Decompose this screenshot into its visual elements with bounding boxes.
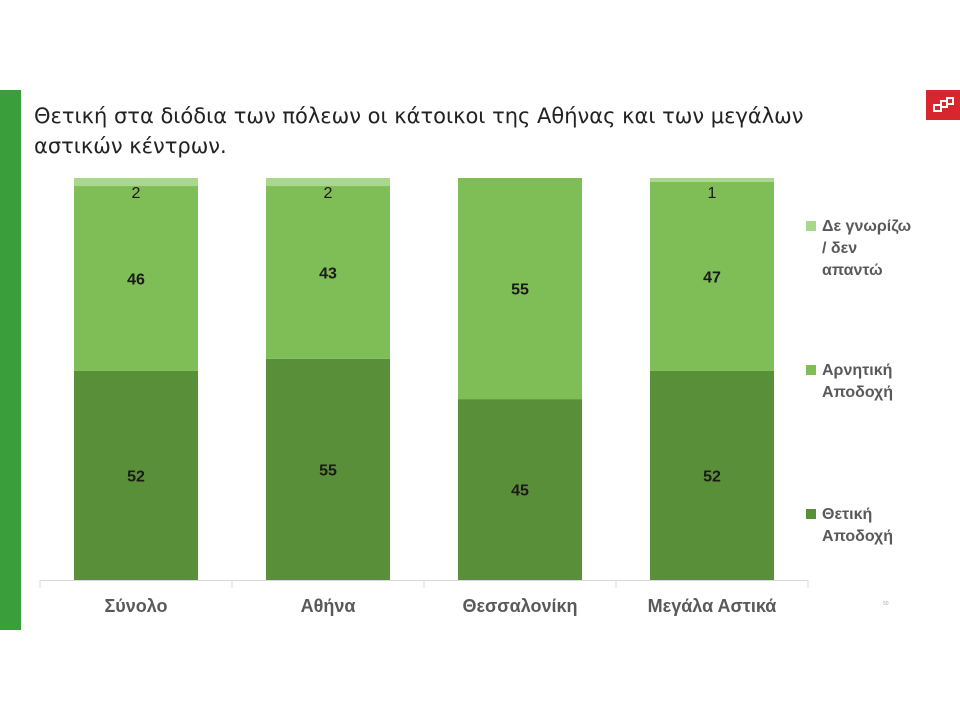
legend-swatch <box>806 221 816 231</box>
data-label: 45 <box>511 483 529 500</box>
data-label: 55 <box>511 282 529 299</box>
legend-swatch <box>806 509 816 519</box>
x-tick-label: Αθήνα <box>301 596 356 616</box>
legend-label: Θετική Αποδοχή <box>822 506 894 545</box>
bar-segment <box>74 186 198 371</box>
bar-segment <box>74 370 198 580</box>
brand-logo-icon <box>933 97 954 112</box>
data-label: 55 <box>319 462 337 479</box>
bar-segment <box>458 399 582 580</box>
data-label: 52 <box>127 468 145 485</box>
data-label: 46 <box>127 272 145 289</box>
data-label: 47 <box>703 269 721 286</box>
slide-title: Θετική στα διόδια των πόλεων οι κάτοικοι… <box>34 104 804 158</box>
legend-label: Αρνητική Αποδοχή <box>822 362 894 401</box>
data-label: 2 <box>324 185 333 202</box>
x-tick-label: Σύνολο <box>104 596 167 616</box>
bar-segment <box>266 358 390 580</box>
data-label: 2 <box>132 185 141 202</box>
bar-segment <box>458 178 582 400</box>
legend-label: Δε γνωρίζω / δεν απαντώ <box>822 218 912 279</box>
bar-segment <box>74 178 198 187</box>
brand-logo <box>926 90 960 120</box>
data-label: 52 <box>703 468 721 485</box>
bar-segment <box>266 178 390 187</box>
x-tick-label: Θεσσαλονίκη <box>462 596 577 616</box>
bar-segment <box>650 370 774 580</box>
bar-segment <box>266 186 390 359</box>
bar-segment <box>650 182 774 371</box>
accent-bar <box>0 90 21 630</box>
data-label: 43 <box>319 265 337 282</box>
x-tick-label: Μεγάλα Αστικά <box>648 596 777 616</box>
page-number: 50 <box>883 601 889 607</box>
legend-swatch <box>806 365 816 375</box>
data-label: 1 <box>708 185 717 202</box>
bar-segment <box>650 178 774 183</box>
